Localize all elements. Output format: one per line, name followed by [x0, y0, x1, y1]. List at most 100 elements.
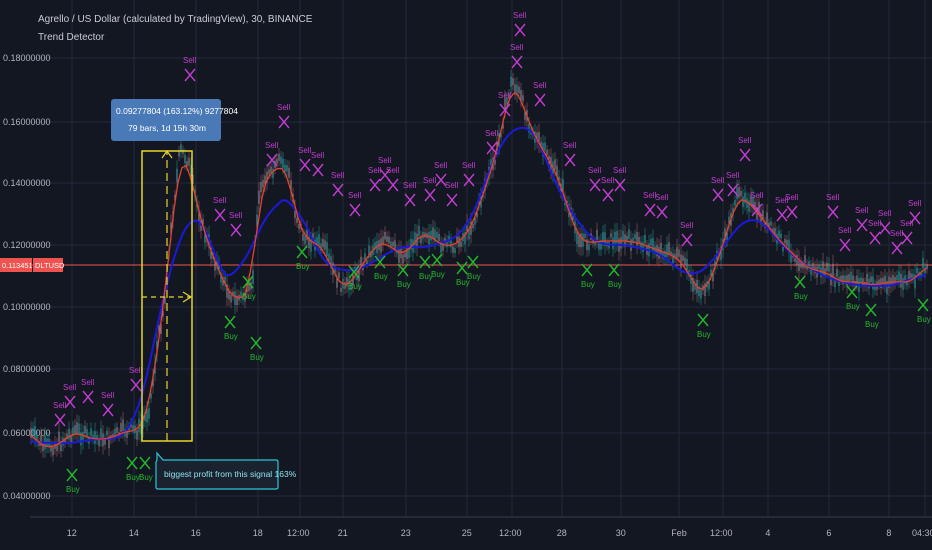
- sell-signal-marker[interactable]: [184, 68, 196, 82]
- buy-signal-marker[interactable]: [846, 285, 858, 299]
- buy-signal-marker[interactable]: [794, 275, 806, 289]
- sell-signal-marker[interactable]: [614, 178, 626, 192]
- buy-signal-marker[interactable]: [581, 263, 593, 277]
- measure-arrowhead-up: [161, 149, 173, 159]
- candle-body: [668, 242, 670, 256]
- sell-signal-marker[interactable]: [230, 223, 242, 237]
- buy-signal-marker[interactable]: [250, 336, 262, 350]
- indicator-name[interactable]: Trend Detector: [38, 32, 105, 43]
- sell-signal-marker[interactable]: [727, 183, 739, 197]
- sell-signal-marker[interactable]: [564, 153, 576, 167]
- candle-body: [886, 280, 888, 295]
- annotation-callout[interactable]: [155, 451, 279, 490]
- sell-signal-marker[interactable]: [786, 205, 798, 219]
- sell-signal-marker[interactable]: [891, 241, 903, 255]
- sell-signal-marker[interactable]: [299, 158, 311, 172]
- sell-signal-marker[interactable]: [901, 231, 913, 245]
- buy-signal-marker[interactable]: [242, 275, 254, 289]
- sell-signal-marker[interactable]: [879, 221, 891, 235]
- buy-signal-label: Buy: [581, 280, 595, 289]
- sell-signal-marker[interactable]: [644, 203, 656, 217]
- sell-signal-marker[interactable]: [349, 203, 361, 217]
- candle-body: [162, 310, 164, 317]
- candle-body: [774, 227, 776, 237]
- buy-signal-marker[interactable]: [697, 313, 709, 327]
- buy-signal-marker[interactable]: [431, 253, 443, 267]
- candle-body: [746, 198, 748, 208]
- candle-body: [102, 433, 104, 447]
- sell-signal-marker[interactable]: [404, 193, 416, 207]
- candle-body: [188, 157, 190, 166]
- sell-signal-marker[interactable]: [712, 188, 724, 202]
- candle-body: [850, 271, 852, 281]
- candle-body: [276, 158, 278, 165]
- x-stroke: [608, 263, 620, 277]
- sell-signal-marker[interactable]: [602, 188, 614, 202]
- buy-signal-marker[interactable]: [126, 456, 138, 470]
- candle-body: [902, 278, 904, 290]
- buy-signal-marker[interactable]: [374, 255, 386, 269]
- candle-body: [68, 428, 70, 440]
- sell-signal-marker[interactable]: [839, 238, 851, 252]
- x-stroke: [581, 263, 593, 277]
- sell-signal-marker[interactable]: [751, 203, 763, 217]
- sell-signal-label: Sell: [277, 103, 291, 112]
- sell-signal-marker[interactable]: [856, 218, 868, 232]
- sell-signal-marker[interactable]: [387, 178, 399, 192]
- sell-signal-marker[interactable]: [266, 153, 278, 167]
- sell-signal-marker[interactable]: [82, 390, 94, 404]
- candle-body: [316, 237, 318, 245]
- candle-body: [750, 195, 752, 206]
- sell-signal-marker[interactable]: [369, 178, 381, 192]
- sell-signal-marker[interactable]: [909, 211, 921, 225]
- sell-signal-marker[interactable]: [463, 173, 475, 187]
- buy-signal-label: Buy: [865, 320, 879, 329]
- measure-tooltip-line1: 0.09277804 (163.12%) 9277804: [116, 106, 238, 116]
- candle-body: [832, 263, 834, 278]
- sell-signal-marker[interactable]: [64, 395, 76, 409]
- sell-signal-marker[interactable]: [739, 148, 751, 162]
- candle-body: [704, 283, 706, 297]
- sell-signal-marker[interactable]: [102, 403, 114, 417]
- sell-signal-marker[interactable]: [511, 55, 523, 69]
- buy-signal-marker[interactable]: [467, 255, 479, 269]
- sell-signal-marker[interactable]: [869, 231, 881, 245]
- sell-signal-marker[interactable]: [54, 413, 66, 427]
- sell-signal-marker[interactable]: [130, 378, 142, 392]
- buy-signal-marker[interactable]: [419, 255, 431, 269]
- symbol-title[interactable]: Agrello / US Dollar (calculated by Tradi…: [38, 14, 313, 25]
- buy-signal-marker[interactable]: [608, 263, 620, 277]
- sell-signal-marker[interactable]: [656, 205, 668, 219]
- candle-body: [70, 435, 72, 443]
- sell-signal-marker[interactable]: [214, 208, 226, 222]
- sell-signal-label: Sell: [900, 219, 914, 228]
- sell-signal-marker[interactable]: [827, 205, 839, 219]
- sell-signal-marker[interactable]: [776, 208, 788, 222]
- buy-signal-marker[interactable]: [397, 263, 409, 277]
- sell-signal-marker[interactable]: [312, 163, 324, 177]
- buy-signal-marker[interactable]: [456, 261, 468, 275]
- sell-signal-marker[interactable]: [424, 188, 436, 202]
- sell-signal-marker[interactable]: [681, 233, 693, 247]
- candle-body: [916, 267, 918, 274]
- sell-signal-marker[interactable]: [486, 141, 498, 155]
- sell-signal-marker[interactable]: [499, 103, 511, 117]
- buy-signal-marker[interactable]: [139, 456, 151, 470]
- sell-signal-marker[interactable]: [278, 115, 290, 129]
- sell-signal-marker[interactable]: [435, 173, 447, 187]
- sell-signal-marker[interactable]: [589, 178, 601, 192]
- time-axis-label: 12:00: [287, 528, 310, 538]
- buy-signal-marker[interactable]: [224, 315, 236, 329]
- candle-body: [638, 236, 640, 243]
- sell-signal-marker[interactable]: [446, 193, 458, 207]
- sell-signal-marker[interactable]: [514, 23, 526, 37]
- buy-signal-marker[interactable]: [296, 245, 308, 259]
- sell-signal-marker[interactable]: [534, 93, 546, 107]
- buy-signal-marker[interactable]: [917, 298, 929, 312]
- sell-signal-marker[interactable]: [332, 183, 344, 197]
- buy-signal-marker[interactable]: [348, 265, 360, 279]
- buy-signal-marker[interactable]: [865, 303, 877, 317]
- buy-signal-marker[interactable]: [66, 468, 78, 482]
